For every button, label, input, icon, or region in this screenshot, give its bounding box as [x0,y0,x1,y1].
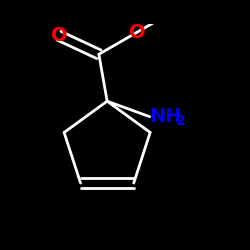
Text: O: O [51,26,67,45]
Text: 2: 2 [176,114,186,128]
Text: O: O [129,23,145,42]
Text: NH: NH [150,107,182,126]
